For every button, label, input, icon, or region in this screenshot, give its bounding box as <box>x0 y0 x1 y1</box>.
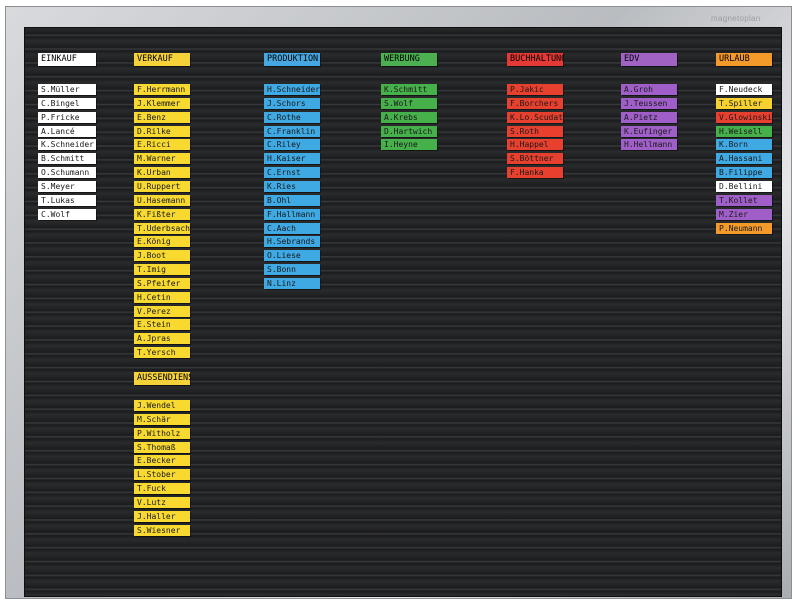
name-card[interactable]: D.Bellini <box>716 180 772 192</box>
name-card[interactable]: T.Lukas <box>38 194 96 206</box>
name-card[interactable]: F.Herrmann <box>134 84 190 95</box>
name-card[interactable]: C.Ernst <box>264 167 320 179</box>
name-card[interactable]: K.Born <box>716 139 772 151</box>
name-card[interactable]: O.Liese <box>264 250 320 262</box>
name-card[interactable]: E.Becker <box>134 455 190 467</box>
name-card[interactable]: L.Stober <box>134 469 190 481</box>
name-card[interactable]: M.Warner <box>134 153 190 165</box>
name-card[interactable]: S.Bonn <box>264 264 320 276</box>
name-card[interactable]: S.Wiesner <box>134 524 190 536</box>
name-card[interactable]: K.Schmitt <box>381 84 437 95</box>
name-card[interactable]: T.Imig <box>134 264 190 276</box>
name-card[interactable]: H.Sebrands <box>264 236 320 248</box>
name-card[interactable]: H.Hellmann <box>621 139 677 151</box>
name-card[interactable]: T.Spiller <box>716 97 772 109</box>
column-header-buchhaltung[interactable]: BUCHHALTUNG <box>507 53 563 66</box>
name-card[interactable]: P.Jakic <box>507 84 563 95</box>
name-card[interactable]: J.Schors <box>264 97 320 109</box>
name-card[interactable]: K.Fißter <box>134 208 190 220</box>
planning-board: EINKAUF S.Müller C.Bingel P.Fricke A.Lancé K.… <box>24 27 782 597</box>
name-card[interactable]: T.Fuck <box>134 483 190 495</box>
name-card[interactable]: A.Hassani <box>716 153 772 165</box>
name-card[interactable]: A.Groh <box>621 84 677 95</box>
name-card[interactable]: H.Cetin <box>134 291 190 303</box>
column-header-einkauf[interactable]: EINKAUF <box>38 53 96 66</box>
name-card[interactable]: F.Hallmann <box>264 208 320 220</box>
name-card[interactable]: U.Hasemann <box>134 194 190 206</box>
name-card[interactable]: K.Lo.Scudato <box>507 111 563 123</box>
name-card[interactable]: K.Urban <box>134 167 190 179</box>
name-card[interactable]: B.Ohl <box>264 194 320 206</box>
name-card[interactable]: I.Heyne <box>381 139 437 151</box>
name-card[interactable]: P.Fricke <box>38 111 96 123</box>
name-card[interactable]: T.Yersch <box>134 347 190 359</box>
column-header-edv[interactable]: EDV <box>621 53 677 66</box>
name-card[interactable]: P.Witholz <box>134 427 190 439</box>
name-card[interactable]: C.Aach <box>264 222 320 234</box>
planning-board-frame: magnetoplan EINKAUF S.Müller C.Bingel P.Fri… <box>5 6 792 599</box>
name-card[interactable]: J.Wendel <box>134 400 190 411</box>
name-card[interactable]: J.Haller <box>134 510 190 522</box>
name-card[interactable]: H.Happel <box>507 139 563 151</box>
name-card[interactable]: D.Hartwich <box>381 125 437 137</box>
name-card[interactable]: P.Neumann <box>716 222 772 234</box>
name-card[interactable]: B.Schmitt <box>38 153 96 165</box>
name-card[interactable]: E.Ricci <box>134 139 190 151</box>
name-card[interactable]: B.Filippe <box>716 167 772 179</box>
name-card[interactable]: E.Stein <box>134 319 190 331</box>
column-header-aussendienst[interactable]: AUSSENDIENST <box>134 372 190 385</box>
name-card[interactable]: V.Lutz <box>134 496 190 508</box>
name-card[interactable]: S.Thomaß <box>134 441 190 453</box>
name-card[interactable]: T.Uderbsach <box>134 222 190 234</box>
name-card[interactable]: K.Ries <box>264 180 320 192</box>
name-card[interactable]: S.Meyer <box>38 180 96 192</box>
column-header-verkauf[interactable]: VERKAUF <box>134 53 190 66</box>
column-header-produktion[interactable]: PRODUKTION <box>264 53 320 66</box>
name-card[interactable]: A.Jpras <box>134 333 190 345</box>
name-card[interactable]: C.Riley <box>264 139 320 151</box>
column-header-werbung[interactable]: WERBUNG <box>381 53 437 66</box>
name-card[interactable]: C.Franklin <box>264 125 320 137</box>
name-card[interactable]: H.Weisell <box>716 125 772 137</box>
name-card[interactable]: S.Pfeifer <box>134 277 190 289</box>
name-card[interactable]: J.Boot <box>134 250 190 262</box>
name-card[interactable]: E.Benz <box>134 111 190 123</box>
name-card[interactable]: E.König <box>134 236 190 248</box>
name-card[interactable]: V.Glowinski <box>716 111 772 123</box>
name-card[interactable]: K.Eufinger <box>621 125 677 137</box>
name-card[interactable]: S.Wolf <box>381 97 437 109</box>
name-card[interactable]: S.Roth <box>507 125 563 137</box>
name-card[interactable]: A.Pietz <box>621 111 677 123</box>
name-card[interactable]: F.Neudeck <box>716 84 772 95</box>
name-card[interactable]: H.Kaiser <box>264 153 320 165</box>
name-card[interactable]: K.Schneider <box>38 139 96 151</box>
name-card[interactable]: F.Borchers <box>507 97 563 109</box>
name-card[interactable]: C.Rothe <box>264 111 320 123</box>
name-card[interactable]: M.Schär <box>134 413 190 425</box>
name-card[interactable]: T.Kollet <box>716 194 772 206</box>
name-card[interactable]: A.Lancé <box>38 125 96 137</box>
name-card[interactable]: H.Schneider <box>264 84 320 95</box>
name-card[interactable]: S.Böttner <box>507 153 563 165</box>
name-card[interactable]: S.Müller <box>38 84 96 95</box>
name-card[interactable]: D.Rilke <box>134 125 190 137</box>
name-card[interactable]: M.Zier <box>716 208 772 220</box>
name-card[interactable]: N.Linz <box>264 277 320 289</box>
name-card[interactable]: V.Perez <box>134 305 190 317</box>
name-card[interactable]: U.Ruppert <box>134 180 190 192</box>
name-card[interactable]: C.Bingel <box>38 97 96 109</box>
name-card[interactable]: F.Hanka <box>507 167 563 179</box>
name-card[interactable]: J.Klemmer <box>134 97 190 109</box>
name-card[interactable]: O.Schumann <box>38 167 96 179</box>
name-card[interactable]: J.Teussen <box>621 97 677 109</box>
name-card[interactable]: A.Krebs <box>381 111 437 123</box>
name-card[interactable]: C.Wolf <box>38 208 96 220</box>
column-header-urlaub[interactable]: URLAUB <box>716 53 772 66</box>
brand-label: magnetoplan <box>711 14 761 23</box>
